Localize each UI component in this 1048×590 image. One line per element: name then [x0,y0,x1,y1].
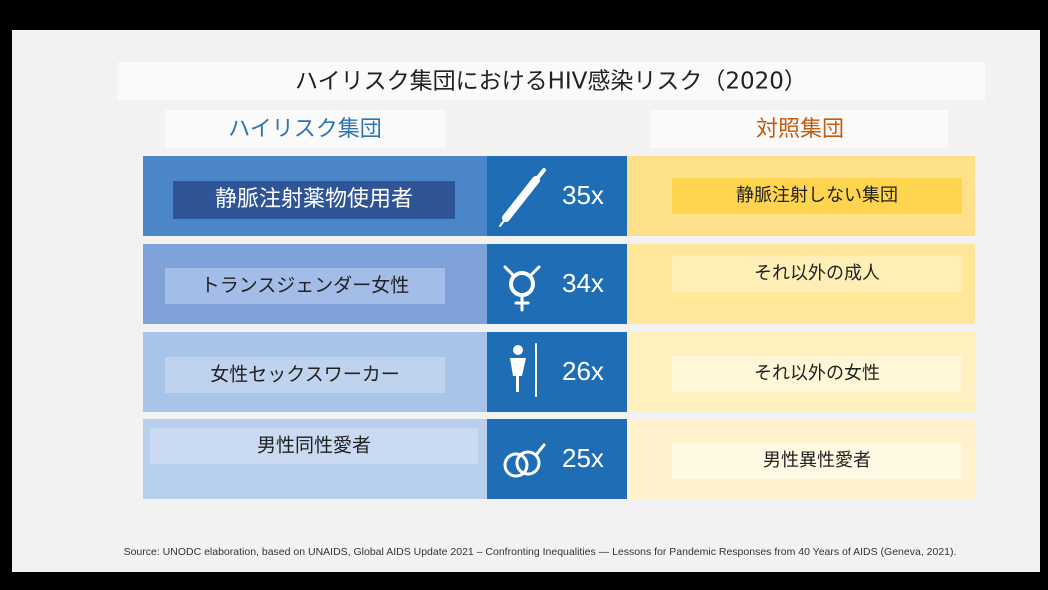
group-label-box [165,357,445,393]
control-label: それ以外の成人 [754,263,880,284]
title: ハイリスク集団におけるHIV感染リスク（2020） [295,69,807,95]
group-label: トランスジェンダー女性 [201,275,410,297]
ratio: 26x [562,356,604,386]
title-box [118,62,985,100]
source: Source: UNODC elaboration, based on UNAI… [124,546,957,558]
male-icon [534,443,546,457]
control-header: 対照集団 [756,117,844,142]
syringe-icon [502,176,540,222]
group-label: 女性セックスワーカー [210,364,399,386]
group-label: 静脈注射薬物使用者 [215,187,413,212]
syringe-icon [534,168,546,182]
header-box [165,110,445,148]
ratio-cell [487,156,627,236]
woman-icon [510,358,526,392]
control-label-box [672,256,962,292]
ratio: 25x [562,443,604,473]
control-label-box [672,178,962,214]
ratio: 34x [562,268,604,298]
group-label-box [165,268,445,304]
control-label-box [672,356,962,392]
ratio-cell [487,419,627,499]
control-label: それ以外の女性 [754,363,880,384]
woman-icon [513,345,523,355]
control-label: 男性異性愛者 [763,450,871,471]
ratio: 35x [562,180,604,210]
control-label: 静脈注射しない集団 [736,185,898,206]
ratio-cell [487,332,627,412]
gender-icon [528,265,541,278]
gender-icon [503,265,516,278]
group-label-box [150,428,478,464]
header-box [650,110,948,148]
group-label: 男性同性愛者 [257,435,371,457]
syringe-icon [499,217,507,227]
control-label-box [672,443,962,479]
male-icon [515,450,541,476]
ratio-cell [487,244,627,324]
group-label-box [173,181,455,219]
male-icon [503,452,529,478]
group-header: ハイリスク集団 [228,117,382,142]
